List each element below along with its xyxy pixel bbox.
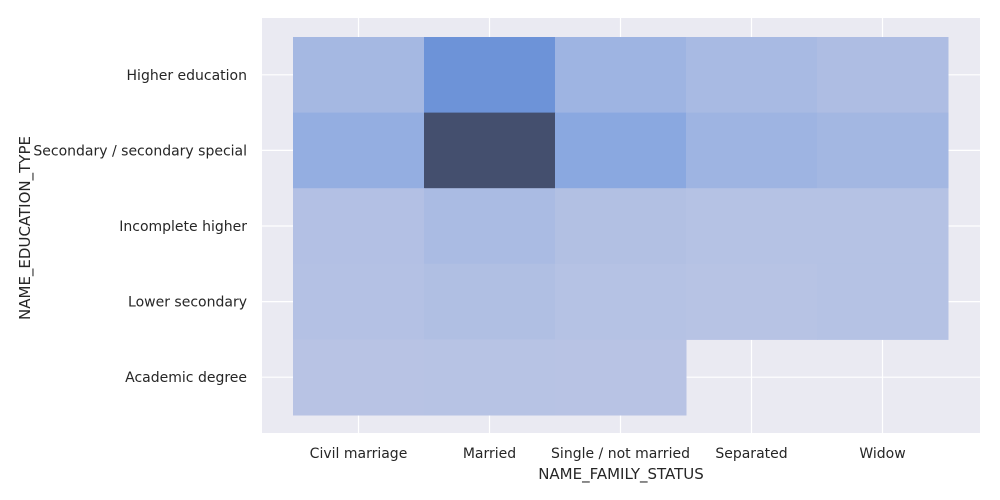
heatmap-cell xyxy=(686,37,818,114)
heatmap-cell xyxy=(424,188,556,265)
heatmap-cell xyxy=(555,37,687,114)
heatmap-cell xyxy=(555,112,687,189)
y-axis-label: NAME_EDUCATION_TYPE xyxy=(16,136,35,320)
heatmap-cell xyxy=(424,112,556,189)
heatmap-cell xyxy=(686,112,818,189)
y-tick-labels: Higher education Secondary / secondary sp… xyxy=(33,68,247,386)
heatmap-cell xyxy=(817,263,949,340)
heatmap-cell xyxy=(293,263,425,340)
heatmap-cell xyxy=(555,263,687,340)
x-tick-labels: Civil marriage Married Single / not marrie… xyxy=(310,446,906,462)
heatmap-cell xyxy=(817,37,949,114)
x-tick-label: Widow xyxy=(859,446,905,462)
y-tick-label: Secondary / secondary special xyxy=(33,143,247,159)
x-tick-label: Married xyxy=(463,446,516,462)
y-tick-label: Academic degree xyxy=(125,370,247,386)
heatmap-cell xyxy=(293,339,425,416)
heatmap-cell xyxy=(817,112,949,189)
x-tick-label: Civil marriage xyxy=(310,446,408,462)
heatmap-cells xyxy=(293,37,949,416)
heatmap-cell xyxy=(424,37,556,114)
y-tick-label: Incomplete higher xyxy=(119,219,247,235)
heatmap-cell xyxy=(686,188,818,265)
x-axis-label: NAME_FAMILY_STATUS xyxy=(538,465,704,484)
heatmap-cell xyxy=(424,339,556,416)
heatmap-cell xyxy=(686,263,818,340)
heatmap-cell xyxy=(293,112,425,189)
heatmap-cell xyxy=(817,188,949,265)
heatmap-cell xyxy=(555,188,687,265)
heatmap-cell xyxy=(293,188,425,265)
heatmap-cell xyxy=(424,263,556,340)
heatmap-cell xyxy=(293,37,425,114)
heatmap-cell xyxy=(555,339,687,416)
y-tick-label: Higher education xyxy=(127,68,247,84)
x-tick-label: Single / not married xyxy=(551,446,690,462)
y-tick-label: Lower secondary xyxy=(128,295,247,311)
x-tick-label: Separated xyxy=(715,446,787,462)
